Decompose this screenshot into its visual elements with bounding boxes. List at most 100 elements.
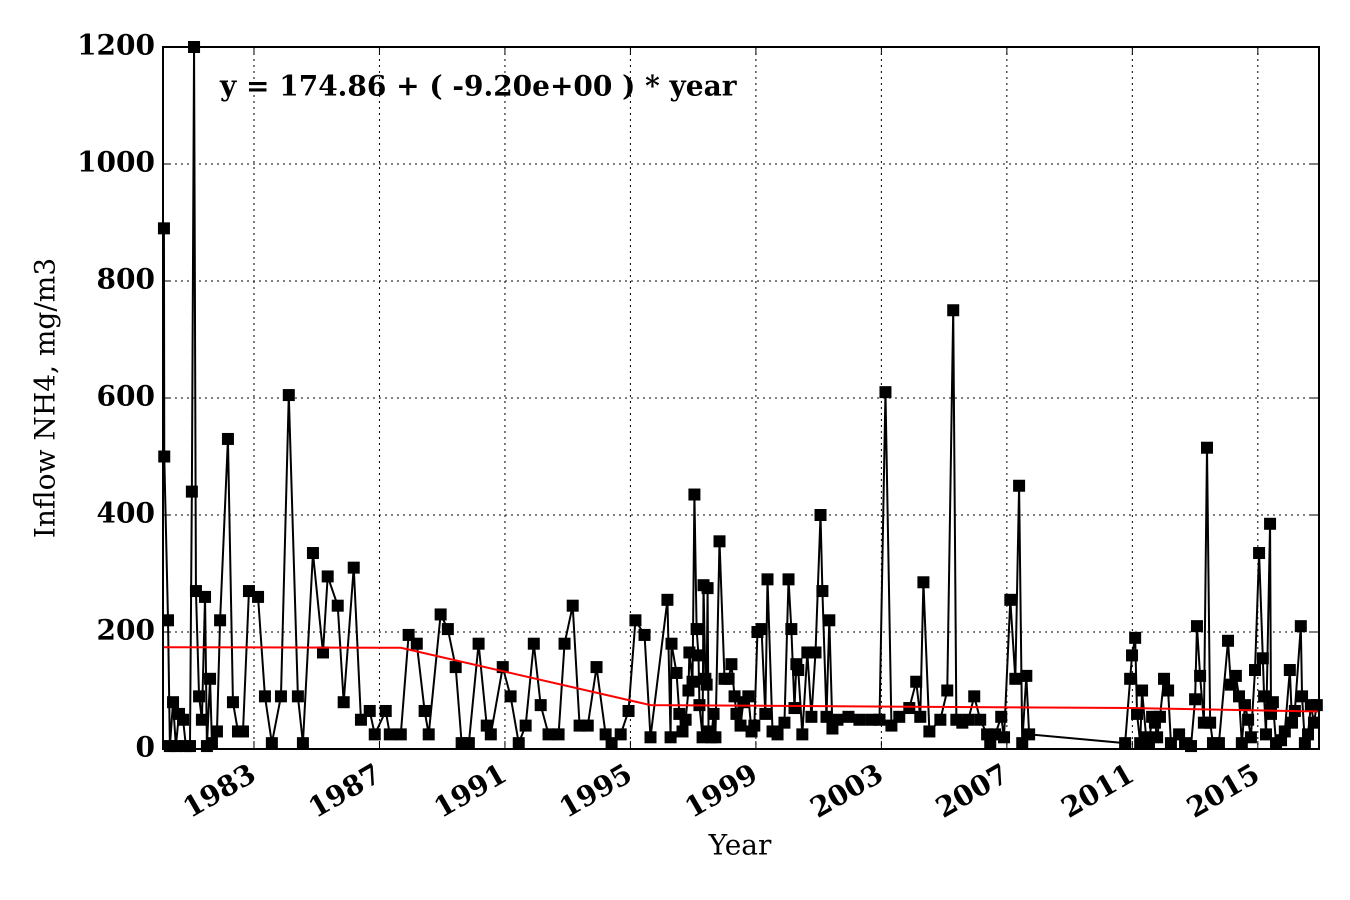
marker <box>418 704 431 717</box>
marker <box>1124 672 1137 685</box>
marker <box>771 728 784 741</box>
data-line <box>162 46 1318 748</box>
marker <box>968 690 981 703</box>
marker <box>1009 672 1022 685</box>
marker <box>221 432 234 445</box>
marker <box>1259 728 1272 741</box>
marker <box>258 690 271 703</box>
y-tick-label: 200 <box>97 614 155 647</box>
marker <box>962 713 975 726</box>
marker <box>590 661 603 674</box>
marker <box>158 450 171 463</box>
marker <box>853 713 866 726</box>
marker <box>1266 696 1279 709</box>
marker <box>879 386 892 399</box>
marker <box>1310 699 1323 712</box>
marker <box>512 737 525 750</box>
marker <box>242 585 255 598</box>
marker <box>1162 684 1175 697</box>
marker <box>796 728 809 741</box>
marker <box>449 661 462 674</box>
marker <box>1212 737 1225 750</box>
marker <box>910 675 923 688</box>
marker <box>995 710 1008 723</box>
marker <box>1307 716 1320 729</box>
marker <box>1256 652 1269 665</box>
marker <box>265 737 278 750</box>
marker <box>1229 669 1242 682</box>
marker <box>1264 517 1277 530</box>
marker <box>205 737 218 750</box>
marker <box>622 704 635 717</box>
marker <box>193 690 206 703</box>
marker <box>713 535 726 548</box>
marker <box>1242 713 1255 726</box>
marker <box>917 576 930 589</box>
marker <box>368 728 381 741</box>
marker <box>337 696 350 709</box>
marker <box>842 710 855 723</box>
marker <box>644 731 657 744</box>
marker <box>422 728 435 741</box>
marker <box>974 713 987 726</box>
marker <box>782 573 795 586</box>
marker <box>1204 716 1217 729</box>
marker <box>903 702 916 715</box>
marker <box>1201 441 1214 454</box>
marker <box>331 599 344 612</box>
y-tick-label: 0 <box>136 731 155 764</box>
marker <box>252 590 265 603</box>
x-tick-label: 2011 <box>1056 757 1140 825</box>
marker <box>183 740 196 753</box>
plot-frame <box>162 46 1320 750</box>
x-tick-label: 1995 <box>554 757 638 825</box>
x-tick-label: 2015 <box>1181 757 1265 825</box>
marker <box>934 713 947 726</box>
marker <box>605 737 618 750</box>
marker <box>214 614 227 627</box>
marker <box>742 690 755 703</box>
marker <box>748 719 761 732</box>
marker <box>566 599 579 612</box>
x-tick-label: 1987 <box>303 757 387 825</box>
marker <box>1185 740 1198 753</box>
x-axis-label: Year <box>708 829 772 862</box>
marker <box>665 637 678 650</box>
y-tick-label: 1200 <box>77 29 155 62</box>
marker <box>1238 699 1251 712</box>
y-tick-label: 400 <box>97 497 155 530</box>
marker <box>785 623 798 636</box>
marker <box>204 672 217 685</box>
marker <box>947 304 960 317</box>
marker <box>820 710 833 723</box>
marker <box>226 696 239 709</box>
marker <box>614 728 627 741</box>
marker <box>805 710 818 723</box>
marker <box>814 509 827 521</box>
marker <box>296 737 309 750</box>
marker <box>788 702 801 715</box>
marker <box>679 713 692 726</box>
marker <box>816 585 829 598</box>
marker <box>730 707 743 720</box>
marker <box>1235 737 1248 750</box>
y-axis-label: Inflow NH4, mg/m3 <box>29 258 62 538</box>
marker <box>552 728 565 741</box>
marker <box>291 690 304 703</box>
marker <box>914 710 927 723</box>
x-tick-label: 1983 <box>177 757 261 825</box>
marker <box>1126 649 1139 662</box>
marker <box>1253 547 1266 560</box>
marker <box>1004 593 1017 606</box>
marker <box>1286 716 1299 729</box>
marker <box>462 737 475 750</box>
marker <box>692 649 705 662</box>
marker <box>1136 684 1149 697</box>
marker <box>306 547 319 560</box>
marker <box>792 664 805 677</box>
marker <box>199 590 212 603</box>
marker <box>700 678 713 691</box>
y-tick-label: 600 <box>97 380 155 413</box>
marker <box>363 704 376 717</box>
marker <box>316 646 329 659</box>
